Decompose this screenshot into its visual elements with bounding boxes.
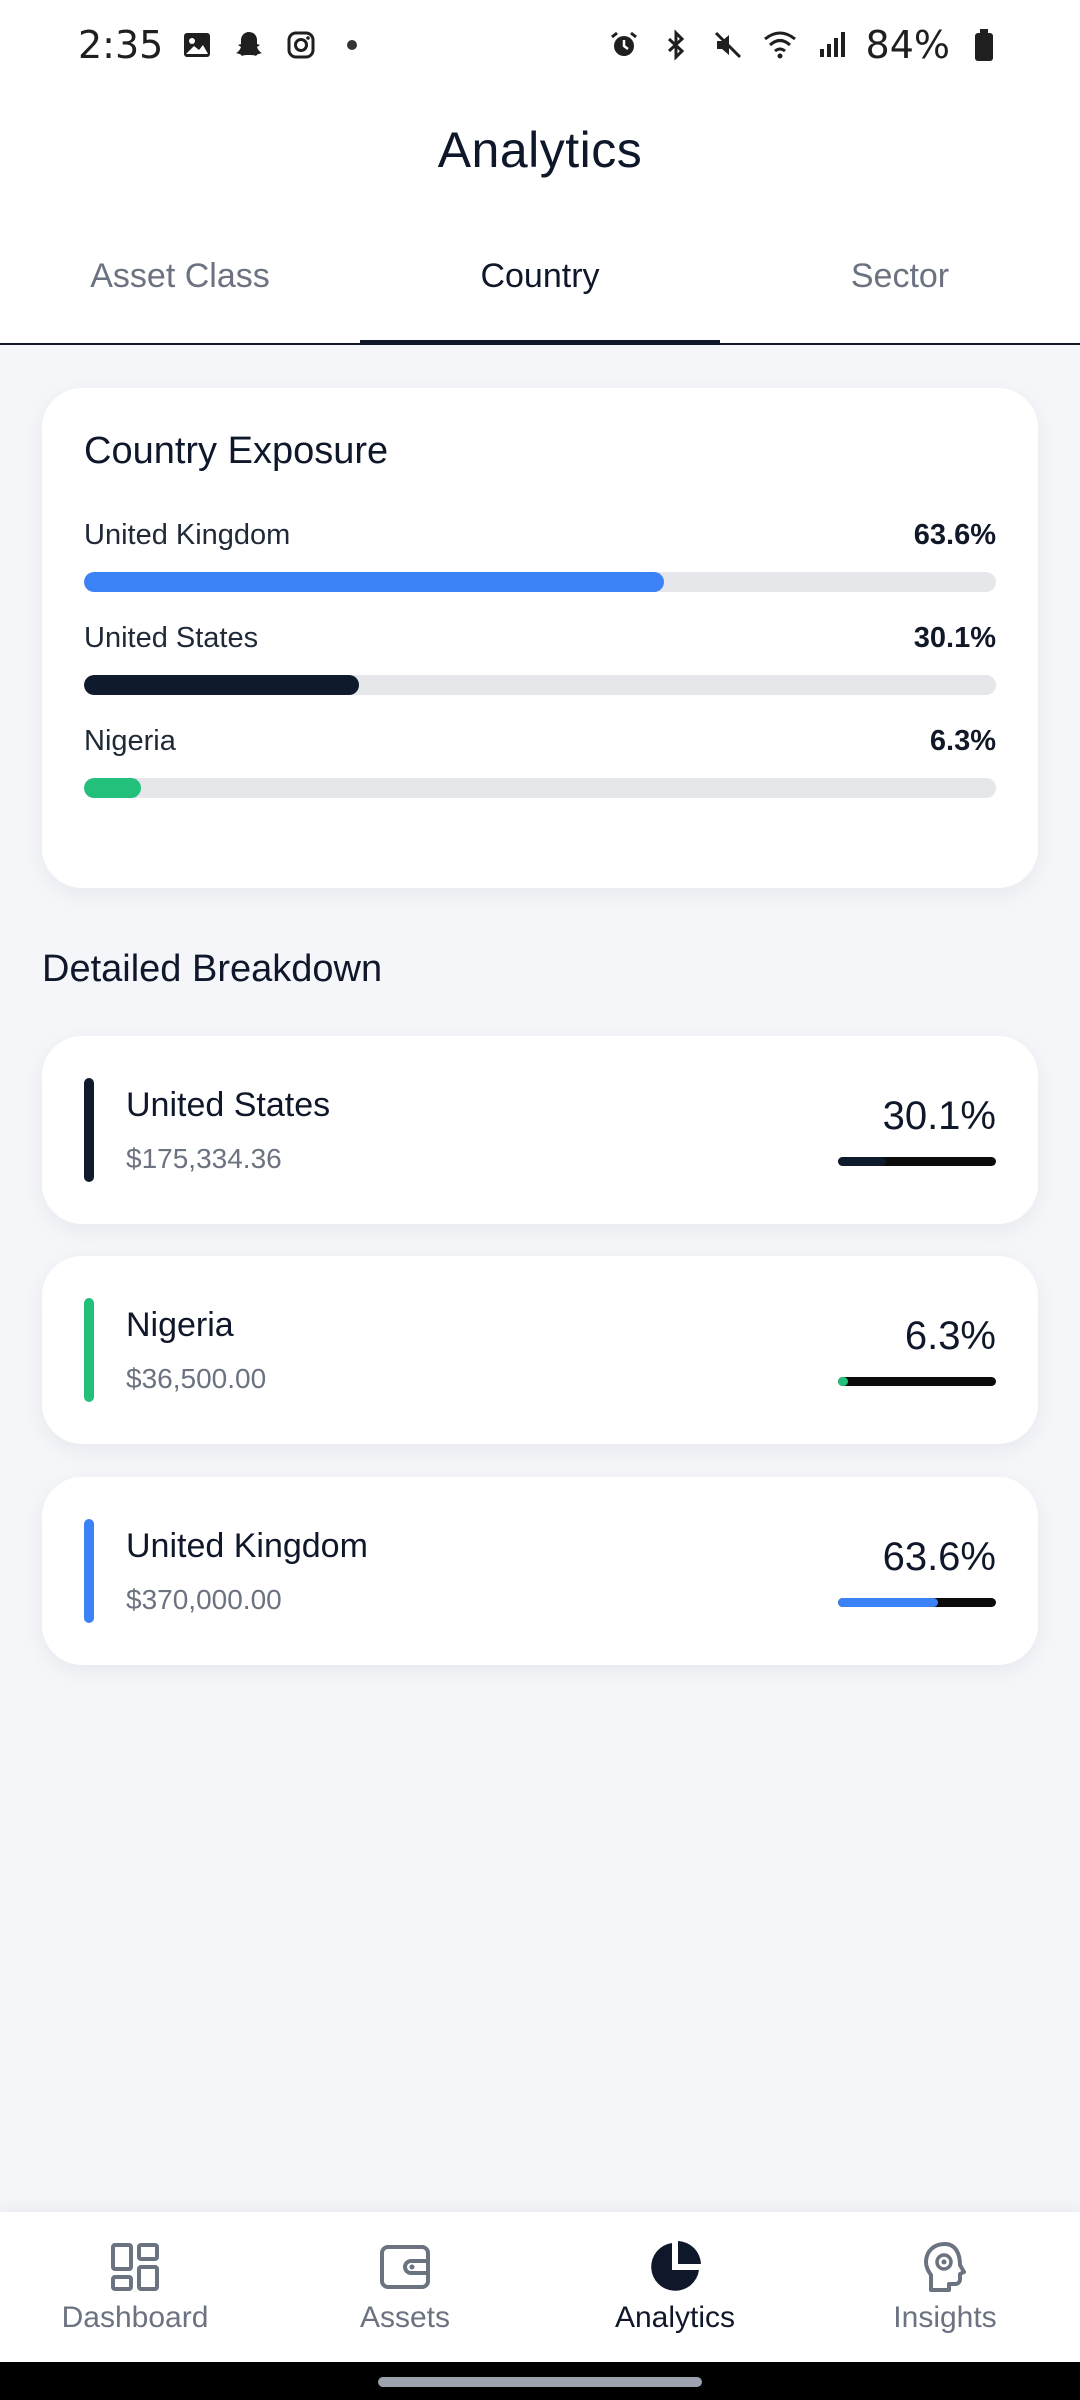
breakdown-bar-fill bbox=[838, 1598, 939, 1607]
breakdown-value: $36,500.00 bbox=[126, 1362, 267, 1394]
exposure-row: United Kingdom 63.6% bbox=[84, 519, 996, 592]
app-header: Analytics bbox=[0, 90, 1080, 210]
dashboard-icon bbox=[111, 2243, 159, 2291]
breakdown-card-united-kingdom[interactable]: United Kingdom $370,000.00 63.6% bbox=[42, 1477, 1038, 1665]
brain-icon bbox=[924, 2242, 966, 2292]
breakdown-bar-track bbox=[838, 1157, 996, 1166]
nav-label: Analytics bbox=[614, 2301, 736, 2334]
status-bar-left: 2:35 bbox=[78, 23, 358, 67]
exposure-bar-track bbox=[84, 675, 996, 695]
breakdown-percent: 6.3% bbox=[904, 1314, 996, 1358]
section-title: Detailed Breakdown bbox=[42, 948, 383, 990]
exposure-row: Nigeria 6.3% bbox=[84, 725, 996, 798]
bottom-nav: Dashboard Assets Analytics Insights bbox=[0, 2212, 1080, 2362]
exposure-bar-fill bbox=[84, 675, 359, 695]
breakdown-bar-fill bbox=[838, 1377, 848, 1386]
nav-item-dashboard[interactable]: Dashboard bbox=[0, 2212, 270, 2362]
breakdown-percent: 63.6% bbox=[882, 1535, 996, 1579]
alarm-icon bbox=[606, 27, 642, 63]
exposure-percent: 30.1% bbox=[913, 622, 996, 654]
tab-bar: Asset Class Country Sector bbox=[0, 210, 1080, 345]
country-exposure-card: Country Exposure United Kingdom 63.6% Un… bbox=[42, 388, 1038, 888]
status-bar: 2:35 84% bbox=[0, 0, 1080, 90]
breakdown-bar-track bbox=[838, 1377, 996, 1386]
nav-item-insights[interactable]: Insights bbox=[810, 2212, 1080, 2362]
notification-dot-icon bbox=[347, 40, 358, 50]
status-bar-right: 84% bbox=[606, 23, 1002, 67]
breakdown-bar-fill bbox=[838, 1157, 886, 1166]
battery-icon bbox=[966, 27, 1002, 63]
exposure-country: Nigeria bbox=[84, 725, 176, 757]
home-gesture-handle[interactable] bbox=[378, 2377, 702, 2387]
breakdown-accent-bar bbox=[84, 1078, 94, 1182]
signal-icon bbox=[814, 27, 850, 63]
exposure-bar-fill bbox=[84, 572, 665, 592]
tab-country[interactable]: Country bbox=[360, 210, 720, 345]
breakdown-accent-bar bbox=[84, 1298, 94, 1402]
exposure-bar-track bbox=[84, 778, 996, 798]
exposure-country: United States bbox=[84, 622, 259, 654]
breakdown-accent-bar bbox=[84, 1519, 94, 1623]
nav-item-assets[interactable]: Assets bbox=[270, 2212, 540, 2362]
breakdown-country: United States bbox=[126, 1085, 331, 1124]
breakdown-country: United Kingdom bbox=[126, 1526, 368, 1565]
gesture-bar bbox=[0, 2362, 1080, 2400]
exposure-row: United States 30.1% bbox=[84, 622, 996, 695]
status-time: 2:35 bbox=[78, 23, 164, 67]
breakdown-value: $370,000.00 bbox=[126, 1583, 282, 1615]
page-title: Analytics bbox=[437, 122, 643, 178]
snapchat-icon bbox=[231, 27, 267, 63]
exposure-bar-track bbox=[84, 572, 996, 592]
image-icon bbox=[179, 27, 215, 63]
breakdown-card-nigeria[interactable]: Nigeria $36,500.00 6.3% bbox=[42, 1256, 1038, 1444]
nav-label: Dashboard bbox=[61, 2301, 209, 2334]
nav-label: Assets bbox=[359, 2301, 451, 2334]
nav-item-analytics[interactable]: Analytics bbox=[540, 2212, 810, 2362]
breakdown-bar-track bbox=[838, 1598, 996, 1607]
exposure-bar-fill bbox=[84, 778, 142, 798]
card-title: Country Exposure bbox=[84, 430, 389, 472]
wallet-icon bbox=[380, 2245, 430, 2289]
bluetooth-icon bbox=[658, 27, 694, 63]
breakdown-value: $175,334.36 bbox=[126, 1142, 282, 1174]
breakdown-country: Nigeria bbox=[126, 1305, 234, 1344]
battery-percent: 84% bbox=[865, 23, 950, 67]
nav-label: Insights bbox=[893, 2301, 997, 2334]
breakdown-card-united-states[interactable]: United States $175,334.36 30.1% bbox=[42, 1036, 1038, 1224]
instagram-icon bbox=[283, 27, 319, 63]
tab-sector[interactable]: Sector bbox=[850, 257, 950, 295]
exposure-percent: 6.3% bbox=[929, 725, 996, 757]
wifi-icon bbox=[762, 27, 798, 63]
pie-chart-icon bbox=[651, 2241, 701, 2291]
exposure-percent: 63.6% bbox=[913, 519, 996, 551]
tab-asset-class[interactable]: Asset Class bbox=[90, 257, 270, 295]
exposure-country: United Kingdom bbox=[84, 519, 291, 551]
breakdown-percent: 30.1% bbox=[882, 1094, 996, 1138]
mute-icon bbox=[710, 27, 746, 63]
